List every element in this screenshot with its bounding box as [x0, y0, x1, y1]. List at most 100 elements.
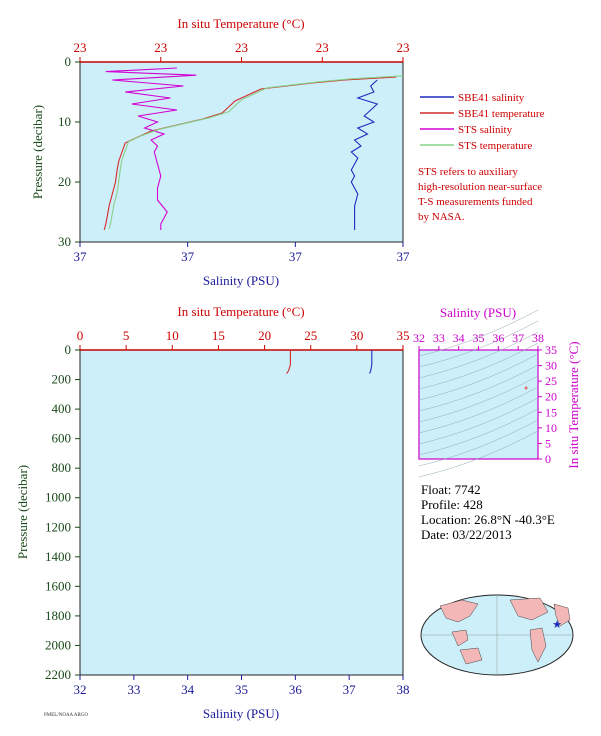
ts-salinity-tick-label: 36 [492, 331, 504, 345]
sts-note-line-3: T-S measurements funded [418, 196, 533, 208]
bottom-salinity-tick-label: 33 [127, 682, 140, 697]
ts-salinity-tick-label: 33 [433, 331, 445, 345]
bottom-temperature-tick-label: 30 [350, 328, 363, 343]
sts-note-line-1: STS refers to auxiliary [418, 166, 518, 178]
top-temperature-tick-label: 23 [397, 40, 410, 55]
bottom-pressure-axis-title: Pressure (decibar) [15, 465, 30, 559]
profile-date: Date: 03/22/2013 [421, 527, 512, 542]
world-map: ★ [420, 594, 574, 676]
float-id: Float: 7742 [421, 482, 481, 497]
bottom-temperature-tick-label: 10 [166, 328, 179, 343]
ts-temperature-tick-label: 35 [545, 343, 557, 357]
bottom-salinity-tick-label: 36 [289, 682, 303, 697]
top-temperature-ticks: 23 23 23 23 23 [74, 40, 410, 62]
sts-note-line-4: by NASA. [418, 211, 465, 223]
ts-plot-area [418, 349, 539, 460]
ts-density-contour [418, 386, 539, 434]
legend-label-sbe41-salinity: SBE41 salinity [458, 92, 525, 104]
top-series-line-3 [108, 75, 404, 229]
top-pressure-tick-label: 30 [58, 234, 71, 249]
bottom-pressure-tick-label: 400 [52, 401, 72, 416]
top-temperature-tick-label: 23 [154, 40, 167, 55]
ts-density-contour [418, 375, 539, 423]
top-salinity-tick-label: 37 [181, 249, 195, 264]
bottom-salinity-tick-label: 32 [74, 682, 87, 697]
bottom-series-group [286, 350, 373, 374]
bottom-pressure-tick-label: 1400 [45, 549, 71, 564]
top-salinity-axis-title: Salinity (PSU) [203, 273, 279, 288]
ts-temperature-axis-title: In situ Temperature (°C) [566, 341, 581, 468]
top-pressure-ticks: 0 10 20 30 [58, 54, 80, 249]
top-temperature-tick-label: 23 [316, 40, 329, 55]
bottom-pressure-tick-label: 0 [65, 342, 72, 357]
ts-density-contours [418, 309, 539, 478]
bottom-salinity-axis-title: Salinity (PSU) [203, 706, 279, 721]
top-plot-area [79, 61, 404, 243]
ts-density-contour [418, 331, 539, 379]
float-info-block: Float: 7742 Profile: 428 Location: 26.8°… [421, 482, 555, 542]
ts-salinity-tick-label: 37 [512, 331, 524, 345]
ts-density-contour [418, 419, 539, 467]
top-series-line-0 [350, 79, 379, 230]
bottom-salinity-tick-label: 38 [397, 682, 410, 697]
ts-temperature-tick-label: 25 [545, 374, 557, 388]
legend-label-sbe41-temperature: SBE41 temperature [458, 108, 545, 120]
ts-salinity-tick-label: 35 [473, 331, 485, 345]
bottom-pressure-tick-label: 2000 [45, 637, 71, 652]
bottom-temperature-axis-title: In situ Temperature (°C) [177, 304, 304, 319]
ts-salinity-ticks: 32 33 34 35 36 37 38 [413, 331, 544, 350]
footer-credit: PMEL/NOAA ARGO [44, 713, 88, 718]
bottom-temperature-tick-label: 20 [258, 328, 271, 343]
bottom-salinity-tick-label: 37 [343, 682, 357, 697]
bottom-temperature-tick-label: 25 [304, 328, 317, 343]
bottom-pressure-tick-label: 1200 [45, 519, 71, 534]
ts-density-contour [418, 353, 539, 401]
ts-salinity-tick-label: 34 [453, 331, 465, 345]
ts-density-contour [418, 364, 539, 412]
top-pressure-tick-label: 20 [58, 174, 71, 189]
top-pressure-tick-label: 10 [58, 114, 71, 129]
ts-salinity-axis-title: Salinity (PSU) [440, 305, 516, 320]
bottom-salinity-ticks: 32 33 34 35 36 37 38 [74, 675, 410, 697]
top-pressure-axis-title: Pressure (decibar) [30, 105, 45, 199]
bottom-pressure-tick-label: 600 [52, 431, 72, 446]
ts-temperature-tick-label: 0 [545, 452, 551, 466]
bottom-panel: In situ Temperature (°C) 0 5 10 15 20 25 30 35 … [15, 304, 410, 721]
legend-label-sts-temperature: STS temperature [458, 140, 532, 152]
top-temperature-tick-label: 23 [74, 40, 87, 55]
bottom-salinity-tick-label: 35 [235, 682, 248, 697]
ts-density-contour [418, 408, 539, 456]
map-land-europe-africa [553, 603, 571, 627]
map-land-south-america [529, 627, 547, 663]
top-series-line-2 [105, 67, 197, 230]
bottom-pressure-ticks: 0 200 400 600 800 1000 1200 1400 1600 1800 2000 220… [45, 342, 80, 682]
top-salinity-ticks: 37 37 37 37 [74, 242, 410, 264]
bottom-salinity-tick-label: 34 [181, 682, 195, 697]
ts-temperature-tick-label: 30 [545, 359, 557, 373]
bottom-pressure-tick-label: 2200 [45, 667, 71, 682]
top-temperature-axis-title: In situ Temperature (°C) [177, 16, 304, 31]
ts-point [524, 386, 528, 390]
bottom-pressure-tick-label: 200 [52, 372, 72, 387]
bottom-temperature-tick-label: 15 [212, 328, 225, 343]
bottom-pressure-tick-label: 1000 [45, 490, 71, 505]
sts-note-line-2: high-resolution near-surface [418, 181, 542, 193]
bottom-temperature-tick-label: 35 [397, 328, 410, 343]
bottom-pressure-tick-label: 1600 [45, 578, 71, 593]
top-series-group [103, 67, 404, 231]
bottom-salinity-line [369, 350, 373, 374]
ts-temperature-tick-label: 15 [545, 405, 557, 419]
bottom-plot-area [79, 349, 404, 676]
top-salinity-tick-label: 37 [289, 249, 303, 264]
bottom-temperature-ticks: 0 5 10 15 20 25 30 35 [77, 328, 410, 350]
bottom-temperature-tick-label: 0 [77, 328, 84, 343]
star-icon: ★ [552, 619, 562, 631]
legend: SBE41 salinity SBE41 temperature STS sal… [418, 92, 545, 223]
bottom-temperature-line [286, 350, 291, 374]
bottom-pressure-tick-label: 800 [52, 460, 72, 475]
ts-salinity-tick-label: 32 [413, 331, 425, 345]
top-pressure-tick-label: 0 [65, 54, 72, 69]
ts-temperature-tick-label: 10 [545, 421, 557, 435]
ts-density-contour [418, 430, 539, 478]
